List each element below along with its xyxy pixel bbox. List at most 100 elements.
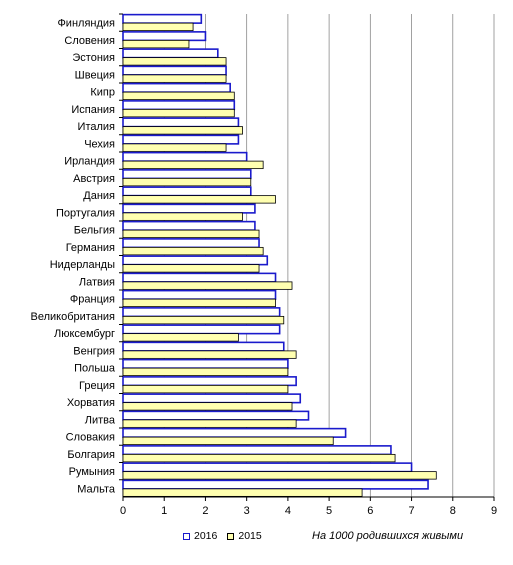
legend: 2016 2015 <box>183 530 262 542</box>
bar-2015-15 <box>122 281 293 290</box>
category-label-8: Ирландия <box>64 156 115 168</box>
bar-2016-25 <box>122 445 392 456</box>
bar-2016-10 <box>122 186 252 197</box>
category-label-9: Австрия <box>73 173 115 185</box>
x-tick-label-8: 8 <box>450 505 456 517</box>
bar-2015-23 <box>122 419 297 428</box>
bar-2015-17 <box>122 315 285 325</box>
category-label-14: Нидерланды <box>50 259 115 271</box>
bar-2016-23 <box>122 410 310 421</box>
category-label-21: Греция <box>79 380 115 392</box>
bar-2015-6 <box>122 126 243 135</box>
legend-item-2015: 2015 <box>227 530 262 542</box>
bar-2016-7 <box>122 134 240 145</box>
unit-note: На 1000 родившихся живыми <box>312 530 464 542</box>
bar-2015-9 <box>122 177 252 187</box>
bar-2015-4 <box>122 91 235 101</box>
bar-2016-2 <box>122 48 219 59</box>
bar-2015-20 <box>122 367 289 377</box>
bar-2016-26 <box>122 462 413 473</box>
category-label-5: Испания <box>71 104 115 116</box>
bar-2016-3 <box>122 65 227 76</box>
category-label-10: Дания <box>83 190 115 202</box>
bar-2015-21 <box>122 384 289 394</box>
bar-2016-27 <box>122 479 429 490</box>
bar-2016-12 <box>122 220 256 231</box>
bar-2015-5 <box>122 108 235 118</box>
bar-2016-4 <box>122 82 231 93</box>
bar-2015-2 <box>122 57 227 66</box>
category-label-2: Эстония <box>72 52 115 64</box>
bar-2015-22 <box>122 402 293 411</box>
bar-2015-11 <box>122 212 243 221</box>
category-label-17: Великобритания <box>31 311 116 323</box>
category-label-3: Швеция <box>75 69 115 81</box>
x-tick-label-9: 9 <box>491 505 497 517</box>
x-tick-label-6: 6 <box>367 505 373 517</box>
bar-2015-24 <box>122 436 334 446</box>
category-label-24: Словакия <box>66 432 115 444</box>
category-label-18: Люксембург <box>54 328 115 340</box>
category-label-26: Румыния <box>69 466 115 478</box>
x-tick-label-3: 3 <box>244 505 250 517</box>
category-label-11: Португалия <box>56 207 115 219</box>
legend-swatch-2016 <box>183 532 190 540</box>
bar-2016-9 <box>122 169 252 180</box>
bar-2016-15 <box>122 272 277 283</box>
bar-2015-7 <box>122 143 227 152</box>
category-label-1: Словения <box>64 35 115 47</box>
bar-2015-10 <box>122 195 276 204</box>
bar-2015-26 <box>122 471 437 480</box>
bar-2015-27 <box>122 488 363 497</box>
x-tick-label-7: 7 <box>408 505 414 517</box>
category-label-7: Чехия <box>84 138 115 150</box>
bar-2016-18 <box>122 324 281 335</box>
category-label-13: Германия <box>66 242 115 254</box>
category-label-16: Франция <box>70 294 115 306</box>
bar-2015-19 <box>122 350 297 359</box>
bar-2016-6 <box>122 117 240 128</box>
bar-2016-14 <box>122 255 269 266</box>
bar-2016-17 <box>122 307 281 318</box>
category-label-12: Бельгия <box>74 225 115 237</box>
bar-2016-1 <box>122 31 207 42</box>
x-tick-label-4: 4 <box>285 505 291 517</box>
bar-2015-12 <box>122 229 260 239</box>
x-tick-label-5: 5 <box>326 505 332 517</box>
bar-2016-8 <box>122 151 248 162</box>
bar-2015-3 <box>122 74 227 83</box>
category-label-22: Хорватия <box>67 397 115 409</box>
bar-2016-11 <box>122 203 256 214</box>
bar-2016-20 <box>122 358 289 369</box>
category-label-25: Болгария <box>67 449 115 461</box>
bar-2015-14 <box>122 264 260 273</box>
bar-2015-13 <box>122 246 264 256</box>
category-label-6: Италия <box>78 121 116 133</box>
category-label-20: Польша <box>74 363 116 375</box>
bar-2015-18 <box>122 333 239 342</box>
category-label-15: Латвия <box>79 276 115 288</box>
bar-2016-13 <box>122 238 260 249</box>
legend-swatch-2015 <box>227 532 235 540</box>
category-label-0: Финляндия <box>57 18 115 30</box>
bar-2016-24 <box>122 427 347 438</box>
bar-2016-21 <box>122 376 297 387</box>
category-label-4: Кипр <box>90 87 115 99</box>
legend-label-2015: 2015 <box>238 530 262 542</box>
bar-2015-8 <box>122 160 264 170</box>
bar-2015-16 <box>122 298 276 308</box>
category-label-19: Венгрия <box>73 345 115 357</box>
bar-2016-22 <box>122 393 302 404</box>
bar-2015-0 <box>122 22 194 32</box>
bar-2016-5 <box>122 100 236 111</box>
x-tick-label-0: 0 <box>120 505 126 517</box>
x-tick-label-1: 1 <box>161 505 167 517</box>
category-label-23: Литва <box>85 414 116 426</box>
category-label-27: Мальта <box>77 483 116 495</box>
bar-2016-16 <box>122 289 277 300</box>
legend-item-2016: 2016 <box>183 530 217 542</box>
bar-2016-19 <box>122 341 285 352</box>
legend-label-2016: 2016 <box>194 530 218 542</box>
